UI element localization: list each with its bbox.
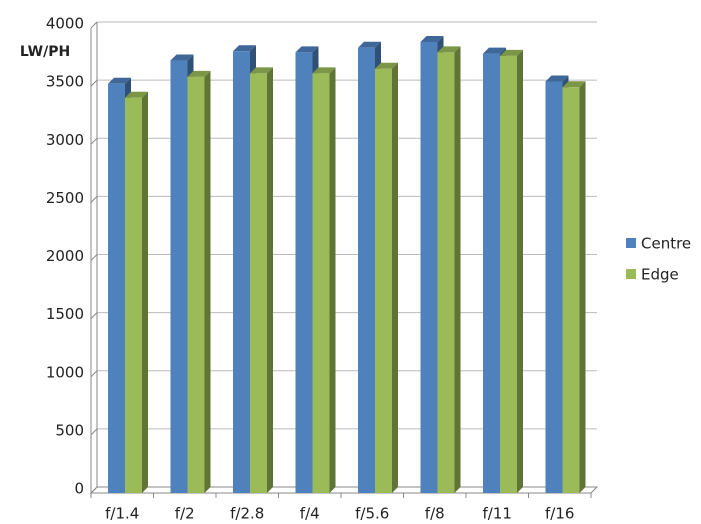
bar-top: [312, 67, 336, 74]
bar-top: [233, 45, 256, 52]
bar: [312, 73, 330, 494]
bar: [250, 73, 267, 494]
bar-top: [500, 49, 523, 56]
bar-top: [437, 46, 461, 53]
bar: [500, 55, 517, 494]
tick-mark: [90, 196, 98, 203]
bar-side: [392, 62, 398, 493]
y-tick-label: 2500: [46, 189, 84, 207]
legend-swatch: [626, 269, 636, 279]
bar-top: [562, 81, 586, 88]
bar: [170, 60, 188, 494]
bar-top: [358, 41, 381, 48]
bar-side: [204, 70, 211, 493]
x-tick-label: f/2.8: [230, 505, 264, 523]
bar-top: [420, 35, 444, 42]
x-tick-label: f/4: [300, 505, 320, 523]
bar-top: [108, 77, 131, 84]
bar: [187, 76, 205, 493]
bar-top: [187, 70, 211, 77]
bar-top: [170, 54, 194, 61]
bar: [108, 83, 125, 494]
bar: [545, 81, 563, 493]
y-tick-label: 0: [74, 480, 84, 498]
x-tick-label: f/11: [483, 505, 512, 523]
bar: [375, 68, 392, 493]
bar-top: [375, 62, 398, 69]
legend-label: Centre: [641, 235, 691, 253]
legend-swatch: [626, 238, 636, 248]
bar: [420, 41, 438, 493]
x-tick-label: f/5.6: [355, 505, 389, 523]
bar: [233, 51, 250, 493]
y-tick-label: 2000: [46, 247, 84, 265]
tick-mark: [90, 312, 98, 319]
bar: [125, 97, 142, 493]
x-tick-label: f/16: [545, 505, 574, 523]
tick-mark: [90, 370, 98, 378]
tick-mark: [90, 21, 98, 29]
bar-side: [267, 67, 273, 494]
tick-mark: [90, 79, 98, 87]
y-tick-label: 3000: [46, 131, 84, 149]
y-axis-label: LW/PH: [20, 44, 70, 60]
x-tick-label: f/2: [175, 505, 195, 523]
bar-top: [483, 47, 506, 54]
bar-side: [142, 91, 148, 493]
bar-top: [545, 75, 569, 82]
x-tick-label: f/1.4: [105, 505, 139, 523]
bar-side: [517, 49, 523, 494]
tick-mark: [90, 137, 98, 145]
bar: [437, 52, 455, 493]
tick-mark: [90, 254, 98, 261]
bar: [358, 47, 375, 493]
bar-top: [295, 46, 319, 53]
bar-side: [454, 46, 461, 493]
bar: [295, 52, 313, 493]
tick-mark: [90, 428, 98, 436]
y-tick-label: 500: [55, 421, 84, 439]
y-tick-label: 1000: [46, 363, 84, 381]
x-tick-label: f/8: [425, 505, 445, 523]
legend-label: Edge: [641, 266, 679, 284]
bar: [562, 87, 580, 493]
y-tick-label: 4000: [46, 15, 84, 33]
bar: [483, 53, 500, 493]
y-tick-label: 3500: [46, 73, 84, 91]
bar-side: [579, 81, 586, 493]
bar-side: [329, 67, 336, 494]
bar-top: [250, 67, 273, 74]
bar-top: [125, 91, 148, 98]
y-tick-label: 1500: [46, 305, 84, 323]
